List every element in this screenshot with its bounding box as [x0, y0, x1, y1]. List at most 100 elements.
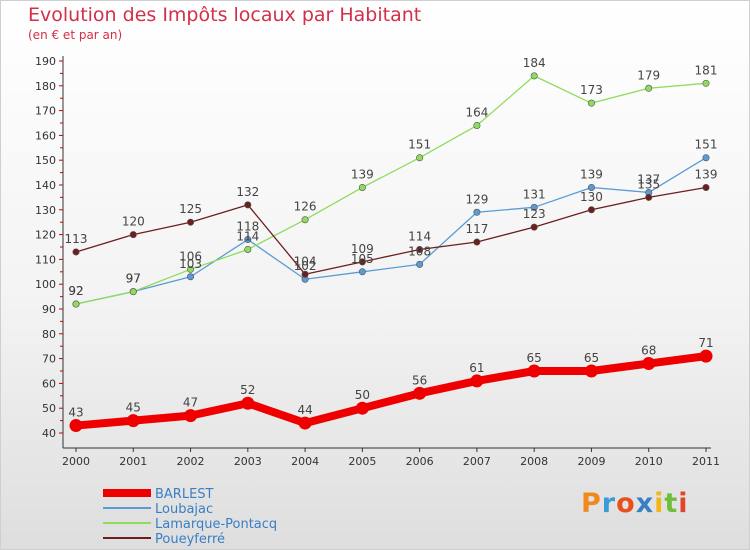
chart-subtitle: (en € et par an): [28, 28, 123, 42]
data-point: [358, 268, 366, 276]
data-label: 164: [465, 105, 488, 119]
data-label: 65: [584, 351, 599, 365]
data-point: [587, 183, 595, 191]
data-point: [244, 245, 252, 253]
y-tick-label: 110: [35, 253, 56, 266]
y-tick-label: 50: [42, 402, 56, 415]
data-label: 65: [527, 351, 542, 365]
x-tick-label: 2004: [291, 455, 319, 468]
x-tick-label: 2009: [577, 455, 605, 468]
data-label: 97: [126, 272, 141, 286]
data-point: [530, 223, 538, 231]
data-point: [645, 84, 653, 92]
data-label: 123: [523, 207, 546, 221]
data-point: [126, 414, 140, 428]
data-label: 139: [695, 167, 718, 181]
data-point: [72, 248, 80, 256]
data-point: [187, 265, 195, 273]
data-point: [645, 193, 653, 201]
data-label: 109: [351, 242, 374, 256]
y-tick-label: 40: [42, 427, 56, 440]
data-label: 114: [408, 229, 431, 243]
data-label: 132: [236, 185, 259, 199]
logo-letter: i: [654, 488, 665, 519]
series-line-loubajac: [75, 157, 707, 305]
data-label: 179: [637, 68, 660, 82]
data-point: [587, 206, 595, 214]
x-tick-label: 2003: [234, 455, 262, 468]
x-tick-label: 2008: [520, 455, 548, 468]
x-tick-label: 2001: [119, 455, 147, 468]
series-line-barlest: [72, 352, 710, 430]
x-tick-label: 2000: [62, 455, 90, 468]
data-point: [416, 245, 424, 253]
data-label: 129: [465, 192, 488, 206]
data-point: [416, 260, 424, 268]
legend-label: Loubajac: [155, 502, 213, 517]
data-label: 181: [695, 63, 718, 77]
data-point: [358, 183, 366, 191]
chart-title: Evolution des Impôts locaux par Habitant: [28, 4, 422, 26]
data-point: [702, 154, 710, 162]
data-point: [587, 99, 595, 107]
logo-letter: i: [678, 488, 689, 519]
x-tick-label: 2002: [177, 455, 205, 468]
y-tick-label: 170: [35, 105, 56, 118]
data-label: 103: [179, 257, 202, 271]
data-point: [129, 288, 137, 296]
x-tick-label: 2011: [692, 455, 720, 468]
data-point: [301, 270, 309, 278]
data-point: [473, 238, 481, 246]
data-point: [527, 364, 541, 378]
legend-label: Lamarque-Pontacq: [155, 517, 277, 532]
data-point: [69, 419, 83, 433]
data-label: 173: [580, 83, 603, 97]
data-label: 108: [408, 244, 431, 258]
data-label: 117: [465, 222, 488, 236]
data-label: 92: [68, 284, 83, 298]
data-label: 44: [297, 403, 312, 417]
data-label: 131: [523, 187, 546, 201]
y-tick-label: 100: [35, 278, 56, 291]
data-label: 114: [236, 229, 259, 243]
data-point: [530, 72, 538, 80]
data-label: 43: [68, 406, 83, 420]
data-point: [473, 121, 481, 129]
data-label: 105: [351, 252, 374, 266]
data-point: [416, 154, 424, 162]
logo-letter: o: [616, 488, 636, 519]
data-label: 139: [580, 167, 603, 181]
data-label: 45: [126, 401, 141, 415]
data-label: 106: [179, 249, 202, 263]
data-point: [241, 396, 255, 410]
data-label: 52: [240, 383, 255, 397]
data-point: [642, 357, 656, 371]
y-tick-label: 190: [35, 55, 56, 68]
data-label: 113: [65, 232, 88, 246]
y-tick-label: 160: [35, 129, 56, 142]
y-tick-label: 120: [35, 229, 56, 242]
data-label: 184: [523, 56, 546, 70]
x-tick-label: 2010: [635, 455, 663, 468]
data-point: [413, 386, 427, 400]
data-point: [473, 208, 481, 216]
data-point: [355, 401, 369, 415]
y-tick-label: 60: [42, 377, 56, 390]
y-tick-label: 80: [42, 328, 56, 341]
data-point: [470, 374, 484, 388]
data-label: 151: [695, 138, 718, 152]
data-point: [129, 231, 137, 239]
y-tick-label: 70: [42, 353, 56, 366]
data-point: [358, 258, 366, 266]
y-tick-label: 180: [35, 80, 56, 93]
data-point: [530, 203, 538, 211]
data-label: 137: [637, 172, 660, 186]
x-tick-label: 2007: [463, 455, 491, 468]
data-label: 120: [122, 215, 145, 229]
series-line-lamarque-pontacq: [75, 75, 707, 305]
logo-letter: r: [601, 488, 617, 519]
data-point: [72, 300, 80, 308]
x-tick-label: 2006: [406, 455, 434, 468]
